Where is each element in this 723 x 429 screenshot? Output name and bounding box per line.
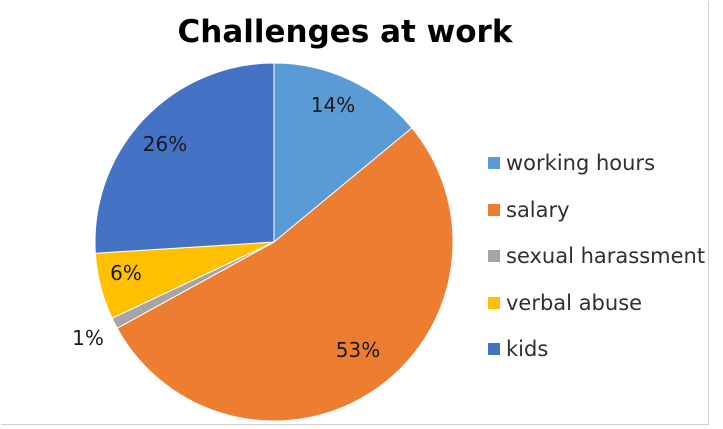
legend-label-sexual-harassment: sexual harassment [506,244,706,269]
legend-swatch-salary [488,203,500,216]
legend-swatch-sexual-harassment [488,250,500,263]
legend-item-sexual-harassment: sexual harassment [488,233,705,280]
chart-title: Challenges at work [177,14,513,50]
legend-item-verbal-abuse: verbal abuse [488,280,705,327]
legend-label-verbal-abuse: verbal abuse [506,290,643,315]
data-label-working-hours: 14% [311,93,355,117]
legend-item-kids: kids [488,326,705,373]
data-label-salary: 53% [336,338,380,362]
legend-label-salary: salary [506,197,570,222]
pie-slice-salary [116,127,454,422]
data-label-kids: 26% [143,132,187,156]
legend-item-working-hours: working hours [488,140,705,187]
chart-legend: working hours salary sexual harassment verb… [488,140,705,373]
data-label-verbal-abuse: 6% [110,261,142,285]
legend-swatch-working-hours [488,157,500,170]
legend-label-working-hours: working hours [506,151,656,176]
chart-frame [1,1,709,425]
legend-item-salary: salary [488,187,705,234]
pie-slice-kids [94,62,275,254]
pie-slice-working-hours [273,62,413,244]
legend-swatch-kids [488,343,500,356]
legend-swatch-verbal-abuse [488,296,500,309]
data-label-sexual-harassment: 1% [72,326,104,350]
legend-label-kids: kids [506,337,549,362]
